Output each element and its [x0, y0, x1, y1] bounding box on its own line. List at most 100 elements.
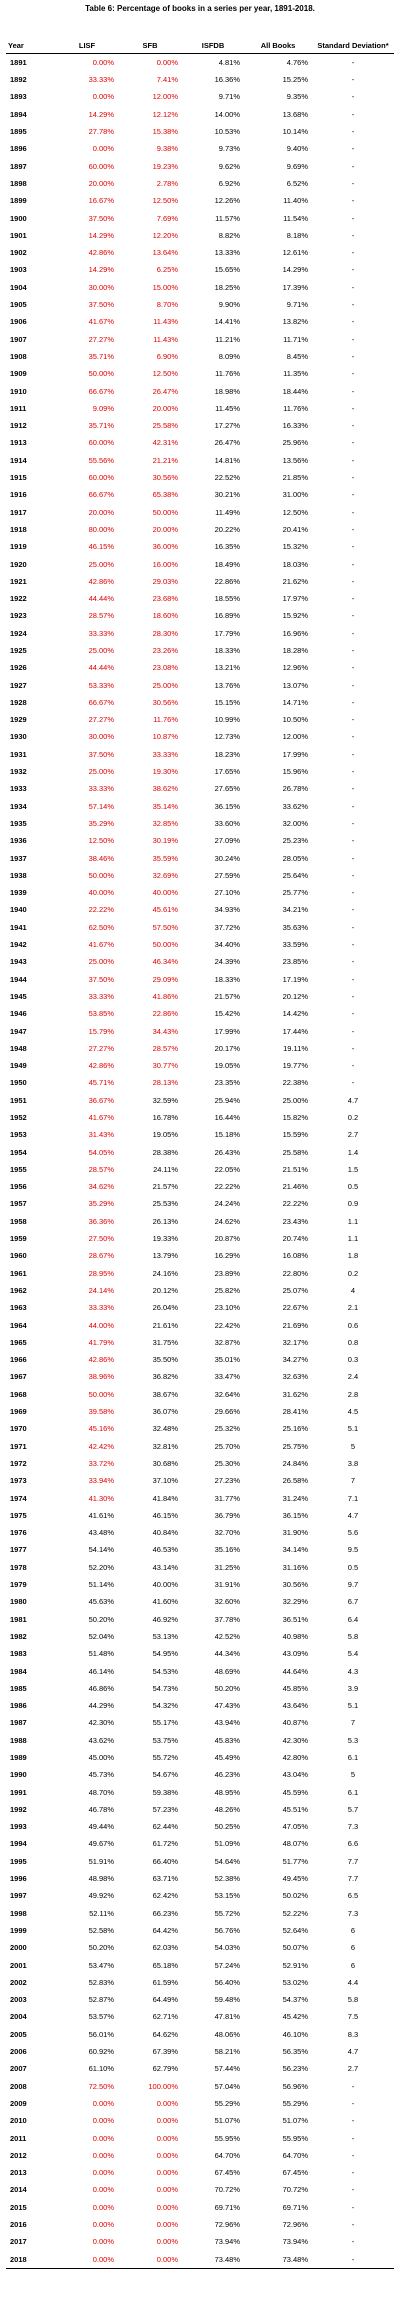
value-cell: -	[351, 628, 355, 638]
value-cell: 15.59%	[282, 1130, 308, 1140]
value-cell: 6.92%	[218, 178, 240, 188]
value-cell: 23.35%	[214, 1078, 240, 1088]
value-cell: -	[351, 922, 355, 932]
table-row: 1897 60.00% 19.23% 9.62% 9.69% -	[6, 158, 394, 175]
value-cell: 45.49%	[214, 1752, 240, 1762]
table-row: 1950 45.71% 28.13% 23.35% 22.38% -	[6, 1075, 394, 1092]
value-cell: 35.01%	[214, 1355, 240, 1365]
value-cell: 7.41%	[156, 75, 178, 85]
value-cell: -	[351, 213, 355, 223]
year-cell: 1896	[10, 144, 27, 154]
table-row: 1969 39.58% 36.07% 29.66% 28.41% 4.5	[6, 1403, 394, 1420]
value-cell: 47.81%	[214, 2012, 240, 2022]
value-cell: 18.60%	[152, 611, 178, 621]
value-cell: 12.96%	[282, 663, 308, 673]
value-cell: 30.77%	[152, 1061, 178, 1071]
value-cell: 2.8	[347, 1389, 359, 1399]
value-cell: 52.87%	[88, 1995, 114, 2005]
value-cell: 46.10%	[282, 2029, 308, 2039]
value-cell: 51.77%	[282, 1856, 308, 1866]
value-cell: 6.1	[347, 1752, 359, 1762]
table-body: 1891 0.00% 0.00% 4.81% 4.76% -1892 33.33% 7.41%…	[6, 54, 394, 2269]
value-cell: 21.61%	[152, 1320, 178, 1330]
table-row: 2017 0.00% 0.00% 73.94% 73.94% -	[6, 2233, 394, 2250]
value-cell: -	[351, 663, 355, 673]
value-cell: 37.50%	[88, 213, 114, 223]
year-cell: 1932	[10, 767, 27, 777]
table-row: 1999 52.58% 64.42% 56.76% 52.64% 6	[6, 1922, 394, 1939]
table-row: 1956 34.62% 21.57% 22.22% 21.46% 0.5	[6, 1178, 394, 1195]
table-row: 1945 33.33% 41.86% 21.57% 20.12% -	[6, 988, 394, 1005]
value-cell: 0.00%	[156, 2116, 178, 2126]
value-cell: 30.21%	[214, 490, 240, 500]
value-cell: 62.71%	[152, 2012, 178, 2022]
value-cell: 16.08%	[282, 1251, 308, 1261]
value-cell: 70.72%	[282, 2185, 308, 2195]
table-row: 1940 22.22% 45.61% 34.93% 34.21% -	[6, 902, 394, 919]
value-cell: 29.09%	[152, 974, 178, 984]
value-cell: 20.00%	[152, 524, 178, 534]
value-cell: 62.42%	[152, 1891, 178, 1901]
value-cell: 67.45%	[214, 2168, 240, 2178]
value-cell: 9.5	[347, 1545, 359, 1555]
value-cell: 9.71%	[286, 300, 308, 310]
value-cell: -	[351, 2098, 355, 2108]
value-cell: 46.23%	[214, 1770, 240, 1780]
year-cell: 2018	[6, 2250, 56, 2269]
year-cell: 1982	[10, 1631, 27, 1641]
value-cell: 56.23%	[282, 2064, 308, 2074]
year-cell: 1970	[10, 1424, 27, 1434]
table-row: 1922 44.44% 23.68% 18.55% 17.97% -	[6, 590, 394, 607]
value-cell: 32.60%	[214, 1597, 240, 1607]
year-cell: 1931	[10, 749, 27, 759]
table-row: 1921 42.86% 29.03% 22.86% 21.62% -	[6, 573, 394, 590]
value-cell: 52.11%	[89, 1908, 114, 1918]
value-cell: 34.27%	[282, 1355, 308, 1365]
value-cell: 55.29%	[214, 2098, 240, 2108]
year-cell: 1921	[10, 576, 27, 586]
value-cell: 0.00%	[92, 2098, 114, 2108]
value-cell: 52.04%	[88, 1631, 114, 1641]
value-cell: 50.25%	[214, 1822, 240, 1832]
value-cell: 0.00%	[92, 144, 114, 154]
value-cell: 24.11%	[153, 1164, 178, 1174]
table-row: 1983 51.48% 54.95% 44.34% 43.09% 5.4	[6, 1645, 394, 1662]
value-cell: 6.1	[347, 1787, 359, 1797]
value-cell: 12.73%	[214, 732, 240, 742]
year-cell: 1956	[10, 1182, 27, 1192]
value-cell: 34.14%	[282, 1545, 308, 1555]
value-cell: 0.2	[347, 1113, 359, 1122]
value-cell: 5.6	[347, 1528, 359, 1538]
year-cell: 1995	[10, 1856, 27, 1866]
value-cell: 13.68%	[282, 109, 308, 119]
value-cell: 28.38%	[152, 1147, 178, 1157]
year-cell: 1913	[10, 438, 27, 448]
value-cell: 3.8	[347, 1458, 359, 1468]
value-cell: 5.7	[347, 1804, 359, 1814]
value-cell: 28.95%	[88, 1268, 114, 1278]
value-cell: 33.59%	[282, 940, 308, 950]
year-cell: 1898	[10, 178, 27, 188]
value-cell: 1.1	[347, 1216, 359, 1226]
value-cell: 64.49%	[152, 1995, 178, 2005]
table-row: 1947 15.79% 34.43% 17.99% 17.44% -	[6, 1023, 394, 1040]
value-cell: 13.64%	[152, 248, 178, 258]
value-cell: 69.71%	[214, 2202, 240, 2212]
value-cell: 18.44%	[282, 386, 308, 396]
value-cell: 55.17%	[152, 1718, 178, 1728]
year-cell: 1980	[10, 1597, 27, 1607]
value-cell: 31.75%	[152, 1337, 178, 1347]
table-row: 1977 54.14% 46.53% 35.16% 34.14% 9.5	[6, 1542, 394, 1559]
year-cell: 1965	[10, 1337, 27, 1347]
table-row: 1931 37.50% 33.33% 18.23% 17.99% -	[6, 746, 394, 763]
value-cell: 11.49%	[215, 507, 240, 517]
value-cell: 61.59%	[152, 1977, 178, 1987]
value-cell: 19.11%	[283, 1043, 308, 1053]
value-cell: 35.71%	[88, 351, 114, 361]
value-cell: 53.85%	[88, 1009, 114, 1019]
value-cell: -	[351, 542, 355, 552]
value-cell: 27.27%	[88, 1043, 114, 1053]
value-cell: 51.14%	[88, 1580, 114, 1590]
value-cell: -	[351, 403, 355, 413]
